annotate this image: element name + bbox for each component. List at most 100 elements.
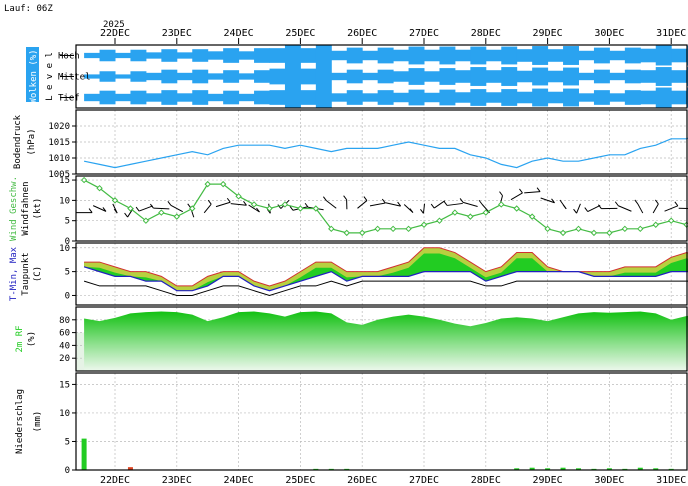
cloud-cover-block — [130, 71, 147, 82]
cloud-cover-block — [454, 70, 471, 83]
cloud-cover-block — [377, 90, 394, 105]
year-label: 2025 — [103, 20, 125, 30]
wind-speed-point — [513, 205, 520, 212]
wind-barb — [326, 200, 337, 209]
precip-bar — [653, 468, 659, 470]
cloud-cover-block — [547, 70, 564, 83]
cloud-cover-block — [593, 69, 610, 84]
wind-barb-flag — [420, 208, 424, 214]
cloud-cover-block — [176, 52, 193, 59]
wind-speed-point — [606, 229, 613, 237]
y-tick-label: 5 — [65, 217, 70, 227]
cloud-cover-block — [284, 66, 301, 87]
wind-barb-flag — [113, 208, 118, 214]
cloud-cover-block — [516, 70, 533, 83]
cloud-ylabel-bg — [26, 47, 39, 102]
wind-speed-point — [559, 229, 567, 237]
wind-barb-flag — [397, 201, 402, 207]
cloud-cover-block — [331, 50, 348, 61]
date-tick-bottom: 29DEC — [533, 475, 563, 486]
cloud-cover-block — [532, 67, 549, 86]
cloud-level-label: Hoch — [58, 52, 80, 62]
cloud-cover-block — [238, 93, 255, 102]
cloud-cover-block — [655, 45, 672, 66]
cloud-cover-block — [393, 71, 410, 82]
cloud-cover-block — [624, 69, 641, 84]
cloud-level-label: Tief — [58, 94, 80, 104]
cloud-cover-block — [563, 88, 579, 107]
y-tick-label: 20 — [59, 354, 70, 364]
wind-barb-flag — [304, 202, 309, 208]
wind-barb — [433, 200, 445, 209]
wind-barb-flag — [289, 205, 294, 211]
y-tick-label: 5 — [65, 268, 70, 278]
cloud-cover-block — [609, 93, 626, 102]
wind-speed-point — [544, 225, 551, 233]
panel-border — [75, 306, 688, 372]
y-tick-label: 10 — [59, 196, 70, 206]
wind-speed-point — [96, 184, 103, 192]
cloud-cover-block — [563, 67, 579, 86]
y-tick-label: 0 — [65, 291, 70, 301]
date-tick-bottom: 24DEC — [224, 475, 254, 486]
precip-bar — [127, 467, 133, 470]
wind-barb — [215, 201, 231, 208]
cloud-cover-block — [300, 48, 317, 63]
precip-bar — [637, 467, 643, 470]
date-tick-top: 27DEC — [409, 28, 439, 39]
cloud-cover-block — [207, 73, 224, 80]
wind-speed-point — [127, 205, 134, 212]
y-tick-label: 0 — [65, 466, 70, 476]
precip-unit: (mm) — [33, 411, 43, 433]
cloud-cover-block — [454, 49, 471, 62]
cloud-cover-block — [377, 69, 394, 84]
cloud-cover-block — [269, 68, 286, 85]
date-tick-bottom: 22DEC — [100, 475, 130, 486]
wind-barb — [540, 197, 555, 204]
wind-barb — [369, 202, 386, 207]
cloud-cover-block — [593, 47, 610, 64]
wind-speed-point — [189, 205, 196, 212]
cloud-cover-block — [393, 49, 410, 62]
wind-speed-point — [590, 229, 598, 237]
wind-barb-flag — [409, 208, 414, 213]
cloud-cover-block — [439, 89, 456, 106]
date-tick-top: 24DEC — [224, 28, 254, 39]
cloud-cover-block — [223, 90, 240, 105]
panel-border — [75, 109, 688, 175]
cloud-cover-block — [115, 74, 131, 79]
wind-barb-flag — [226, 197, 231, 203]
cloud-cover-block — [454, 92, 471, 103]
wind-barb — [510, 192, 523, 201]
cloud-cover-block — [578, 50, 595, 61]
wind-barb — [664, 205, 679, 212]
cloud-cover-block — [84, 52, 101, 59]
cloud-cover-block — [362, 50, 379, 61]
precip-bar — [545, 468, 551, 470]
cloud-cover-block — [470, 46, 487, 65]
cloud-cover-block — [300, 68, 317, 85]
wind-barb — [138, 205, 153, 212]
cloud-cover-block — [331, 72, 348, 81]
cloud-cover-block — [161, 69, 178, 84]
cloud-cover-block — [161, 90, 178, 105]
cloud-cover-block — [408, 68, 425, 85]
cloud-cover-block — [470, 89, 487, 106]
cloud-cover-block — [485, 70, 502, 83]
wind-barb-flag — [562, 204, 567, 210]
cloud-cover-block — [408, 89, 425, 106]
wind-barb — [230, 203, 247, 206]
cloud-cover-block — [315, 45, 332, 66]
wind-barb-flag — [478, 199, 483, 205]
wind-barb — [422, 203, 426, 214]
y-tick-label: 40 — [59, 341, 70, 351]
cloud-cover-block — [254, 90, 270, 105]
cloud-cover-block — [99, 49, 116, 62]
cloud-cover-block — [671, 70, 688, 83]
cloud-cover-block — [145, 93, 162, 102]
cloud-cover-block — [516, 49, 533, 62]
temp-max-line — [84, 247, 688, 287]
wind-speed-point — [652, 221, 659, 228]
date-tick-bottom: 30DEC — [594, 475, 624, 486]
